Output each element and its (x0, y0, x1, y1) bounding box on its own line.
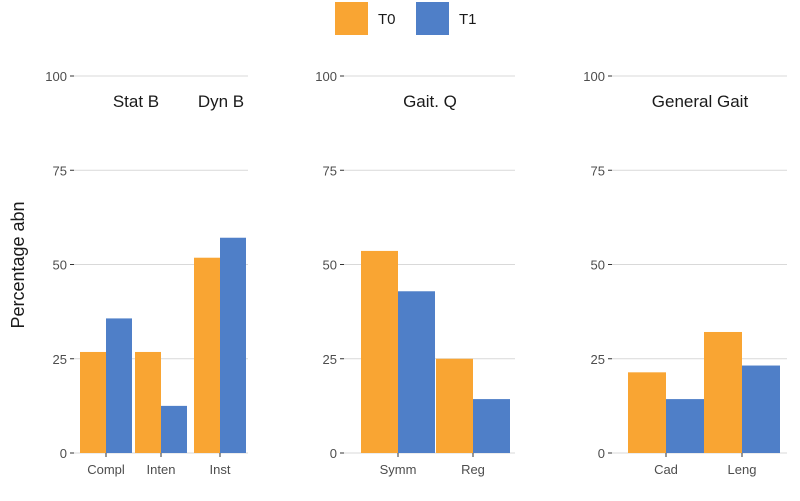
bar-symm-t1 (398, 291, 435, 453)
facet-panels: 0 25 50 75 100 Stat B Dyn B Compl Inten Inst 0 25 50… (45, 69, 787, 477)
bar-cad-t0 (628, 372, 666, 453)
x-tick-label: Reg (461, 462, 485, 477)
y-tick-label: 25 (323, 352, 337, 367)
legend-label-t0: T0 (378, 11, 396, 28)
bar-leng-t0 (704, 331, 742, 453)
panel-2: 0 25 50 75 100 Gait. Q Symm Reg (315, 69, 515, 477)
bar-inst-t1 (220, 237, 246, 453)
panel-title: General Gait (652, 92, 749, 111)
legend-swatch-t1 (416, 2, 449, 35)
panel-title: Dyn B (198, 92, 244, 111)
y-tick-label: 25 (53, 352, 67, 367)
y-tick-label: 75 (591, 163, 605, 178)
y-axis-title: Percentage abn (8, 201, 28, 328)
bar-inten-t1 (161, 405, 187, 453)
bar-inst-t0 (194, 257, 220, 453)
x-tick-label: Compl (87, 462, 125, 477)
y-tick-label: 100 (583, 69, 605, 84)
x-tick-label: Symm (380, 462, 417, 477)
y-tick-label: 0 (60, 446, 67, 461)
bar-compl-t0 (80, 351, 106, 453)
y-tick-label: 100 (45, 69, 67, 84)
bar-compl-t1 (106, 318, 132, 453)
bar-inten-t0 (135, 351, 161, 453)
x-tick-label: Leng (728, 462, 757, 477)
x-tick-label: Inten (147, 462, 176, 477)
panel-3: 0 25 50 75 100 General Gait Cad Leng (583, 69, 787, 477)
y-tick-label: 0 (598, 446, 605, 461)
bar-leng-t1 (742, 365, 780, 453)
y-tick-label: 100 (315, 69, 337, 84)
bar-reg-t0 (436, 358, 473, 453)
bar-cad-t1 (666, 399, 704, 453)
x-tick-label: Inst (210, 462, 231, 477)
y-tick-label: 50 (53, 258, 67, 273)
y-tick-label: 50 (323, 258, 337, 273)
panel-1: 0 25 50 75 100 Stat B Dyn B Compl Inten Inst (45, 69, 248, 477)
y-tick-label: 25 (591, 352, 605, 367)
bar-reg-t1 (473, 399, 510, 453)
legend-label-t1: T1 (459, 11, 477, 28)
y-tick-label: 75 (323, 163, 337, 178)
bar-symm-t0 (361, 250, 398, 453)
panel-title: Gait. Q (403, 92, 457, 111)
y-tick-label: 0 (330, 446, 337, 461)
panel-title: Stat B (113, 92, 159, 111)
legend: T0 T1 (335, 2, 477, 35)
legend-swatch-t0 (335, 2, 368, 35)
y-tick-label: 50 (591, 258, 605, 273)
y-tick-label: 75 (53, 163, 67, 178)
x-tick-label: Cad (654, 462, 678, 477)
